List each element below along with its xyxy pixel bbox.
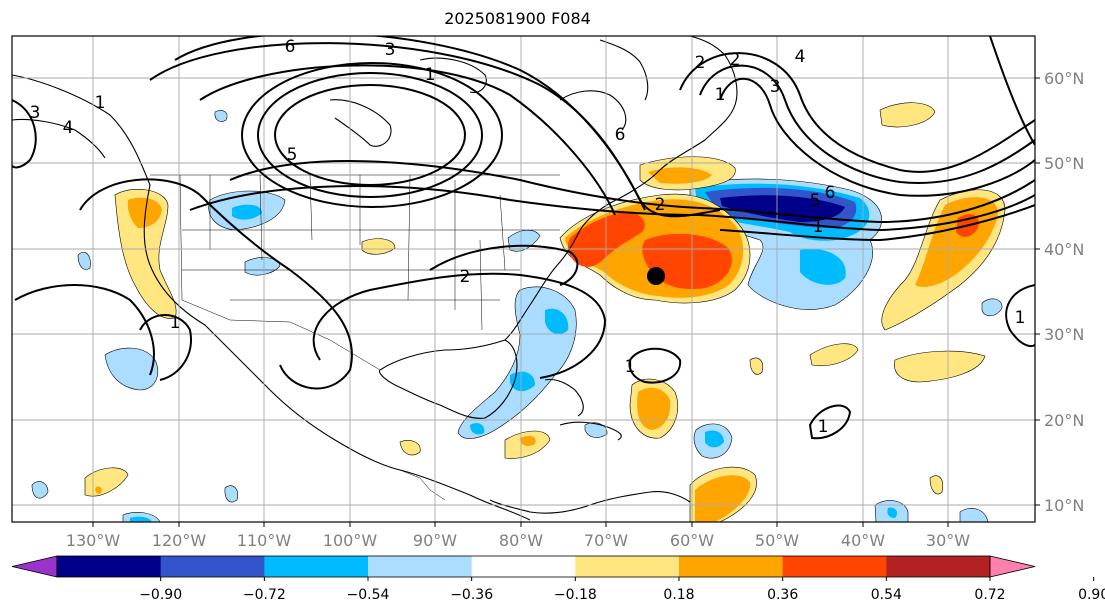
lon-tick-label: 70°W — [584, 531, 628, 550]
colorbar-segment — [160, 556, 265, 577]
contour-label: 6 — [825, 183, 836, 203]
contour-label: 2 — [655, 195, 666, 215]
contour-label: 1 — [715, 85, 726, 105]
colorbar-extend-high — [989, 555, 1036, 578]
latitude-tick-labels: 60°N 50°N 40°N 30°N 20°N 10°N — [1035, 69, 1084, 515]
lon-tick-label: 120°W — [152, 531, 207, 550]
colorbar-tick-label: 0.90 — [1078, 587, 1105, 603]
contour-label: 5 — [810, 191, 821, 211]
lat-tick-label: 20°N — [1044, 411, 1084, 430]
contour-label: 4 — [63, 118, 74, 138]
colorbar-segment — [264, 556, 369, 577]
contour-label: 2 — [730, 50, 741, 70]
storm-center-marker — [647, 267, 665, 285]
lon-tick-label: 100°W — [323, 531, 378, 550]
colorbar-tick-label: −0.36 — [450, 587, 493, 603]
longitude-tick-labels: 130°W 120°W 110°W 100°W 90°W 80°W 70°W 60°W 50°W… — [66, 522, 970, 550]
positive-anomaly-west-coast — [114, 189, 177, 319]
contour-label: 1 — [818, 417, 829, 437]
contour-label: 3 — [30, 103, 41, 123]
lon-tick-label: 50°W — [755, 531, 799, 550]
colorbar-tick-label: 0.72 — [974, 587, 1005, 603]
colorbar-segment — [886, 556, 991, 577]
map-border — [11, 35, 1036, 523]
contour-label: 5 — [287, 145, 298, 165]
lon-tick-label: 110°W — [237, 531, 292, 550]
colorbar-segment — [575, 556, 680, 577]
colorbar-tick-label: 0.36 — [767, 587, 798, 603]
colorbar-segment — [57, 556, 162, 577]
colorbar-outline — [56, 555, 991, 578]
contour-label: 6 — [615, 125, 626, 145]
contour-label: 1 — [813, 217, 824, 237]
colorbar-tick-label: 0.54 — [871, 587, 902, 603]
contour-label: 1 — [1015, 308, 1026, 328]
lon-tick-label: 80°W — [499, 531, 543, 550]
lat-tick-label: 40°N — [1044, 240, 1084, 259]
lat-tick-label: 50°N — [1044, 154, 1084, 173]
contour-label: 1 — [425, 65, 436, 85]
lon-tick-label: 90°W — [413, 531, 457, 550]
contour-label: 1 — [170, 313, 181, 333]
lat-tick-label: 60°N — [1044, 69, 1084, 88]
colorbar-tick-label: −0.54 — [347, 587, 390, 603]
colorbar-tick-label: 0.18 — [663, 587, 694, 603]
graticule — [12, 36, 1035, 522]
contour-label: 2 — [460, 267, 471, 287]
contour-label: 2 — [695, 53, 706, 73]
negative-anomaly-atlantic-lobe — [800, 249, 846, 285]
contour-label: 1 — [95, 93, 106, 113]
contour-label: 6 — [285, 37, 296, 57]
lon-tick-label: 60°W — [670, 531, 714, 550]
colorbar — [11, 555, 1036, 578]
colorbar-tick-label: −0.90 — [139, 587, 182, 603]
colorbar-segment — [679, 556, 784, 577]
contour-label: 1 — [625, 357, 636, 377]
lat-tick-label: 30°N — [1044, 325, 1084, 344]
colorbar-segment — [471, 556, 576, 577]
contour-lines — [12, 36, 1035, 440]
contour-label: 3 — [770, 77, 781, 97]
contour-label: 3 — [385, 40, 396, 60]
negative-anomaly-atlantic-deepest — [720, 195, 845, 222]
contour-label: 4 — [795, 47, 806, 67]
colorbar-tick-label: −0.18 — [554, 587, 597, 603]
colorbar-tick-labels: −0.90 −0.72 −0.54 −0.36 −0.18 0.18 0.36 0.54 0.7… — [139, 577, 1105, 603]
lon-tick-label: 30°W — [926, 531, 970, 550]
colorbar-tick-label: −0.72 — [243, 587, 286, 603]
lon-tick-label: 40°W — [841, 531, 885, 550]
colorbar-extend-low — [11, 555, 58, 578]
lat-tick-label: 10°N — [1044, 496, 1084, 515]
coastlines — [12, 36, 738, 521]
map-title: 2025081900 F084 — [444, 9, 591, 28]
colorbar-segment — [782, 556, 887, 577]
lon-tick-label: 130°W — [66, 531, 121, 550]
colorbar-segment — [368, 556, 473, 577]
